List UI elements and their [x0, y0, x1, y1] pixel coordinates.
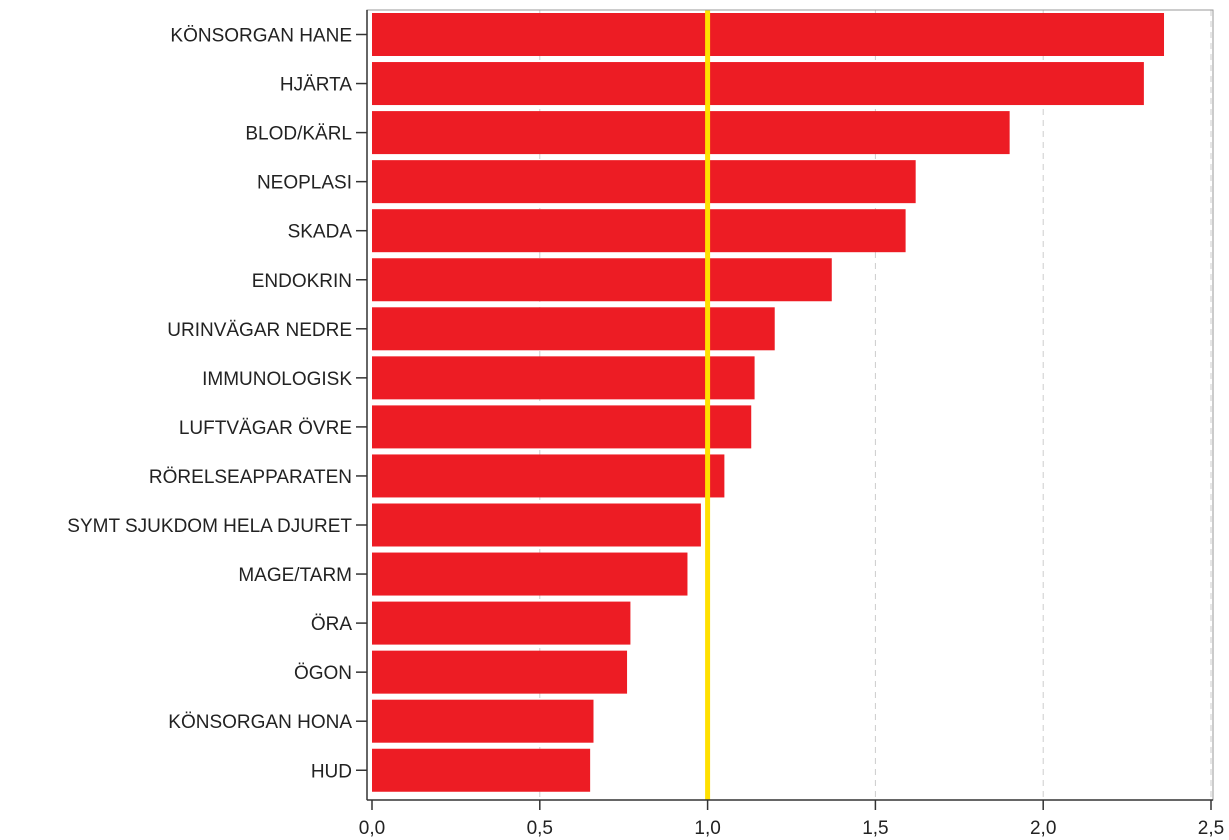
bar [372, 356, 755, 400]
category-label: SKADA [288, 222, 353, 243]
bars [372, 13, 1165, 792]
bar [372, 209, 906, 253]
bar [372, 454, 725, 498]
x-tick-label: 0,5 [527, 818, 553, 839]
category-label: HUD [311, 761, 352, 782]
category-label: ÖRA [311, 614, 353, 635]
category-label: ENDOKRIN [252, 271, 352, 292]
x-tick-labels: 0,0 0,5 1,0 1,5 2,0 2,5 [359, 818, 1224, 839]
category-label: ÖGON [294, 663, 352, 684]
x-tick-label: 0,0 [359, 818, 385, 839]
category-label: IMMUNOLOGISK [202, 369, 352, 390]
category-label: RÖRELSEAPPARATEN [149, 467, 352, 488]
bar [372, 601, 631, 645]
x-tick-label: 2,0 [1030, 818, 1056, 839]
category-label: MAGE/TARM [238, 565, 352, 586]
x-tick-label: 1,5 [862, 818, 888, 839]
axes [356, 9, 1214, 810]
category-label: LUFTVÄGAR ÖVRE [179, 418, 352, 439]
bar [372, 552, 688, 596]
category-label: SYMT SJUKDOM HELA DJURET [67, 516, 352, 537]
category-label: BLOD/KÄRL [245, 124, 352, 145]
category-label: HJÄRTA [280, 75, 352, 96]
bar [372, 503, 701, 547]
bar [372, 160, 916, 204]
x-tick-label: 1,0 [694, 818, 720, 839]
bar [372, 62, 1144, 106]
bar [372, 111, 1010, 155]
bar [372, 258, 832, 302]
category-label: KÖNSORGAN HANE [170, 26, 352, 47]
bar [372, 699, 594, 743]
category-label: NEOPLASI [257, 173, 352, 194]
x-tick-label: 2,5 [1198, 818, 1224, 839]
bar [372, 650, 628, 694]
bar [372, 13, 1165, 56]
bar [372, 307, 775, 351]
bar [372, 748, 591, 792]
category-label: URINVÄGAR NEDRE [167, 320, 352, 341]
category-label: KÖNSORGAN HONA [168, 712, 352, 733]
category-labels: KÖNSORGAN HANE HJÄRTA BLOD/KÄRL NEOPLASI SKA… [67, 26, 352, 783]
bar [372, 405, 752, 449]
